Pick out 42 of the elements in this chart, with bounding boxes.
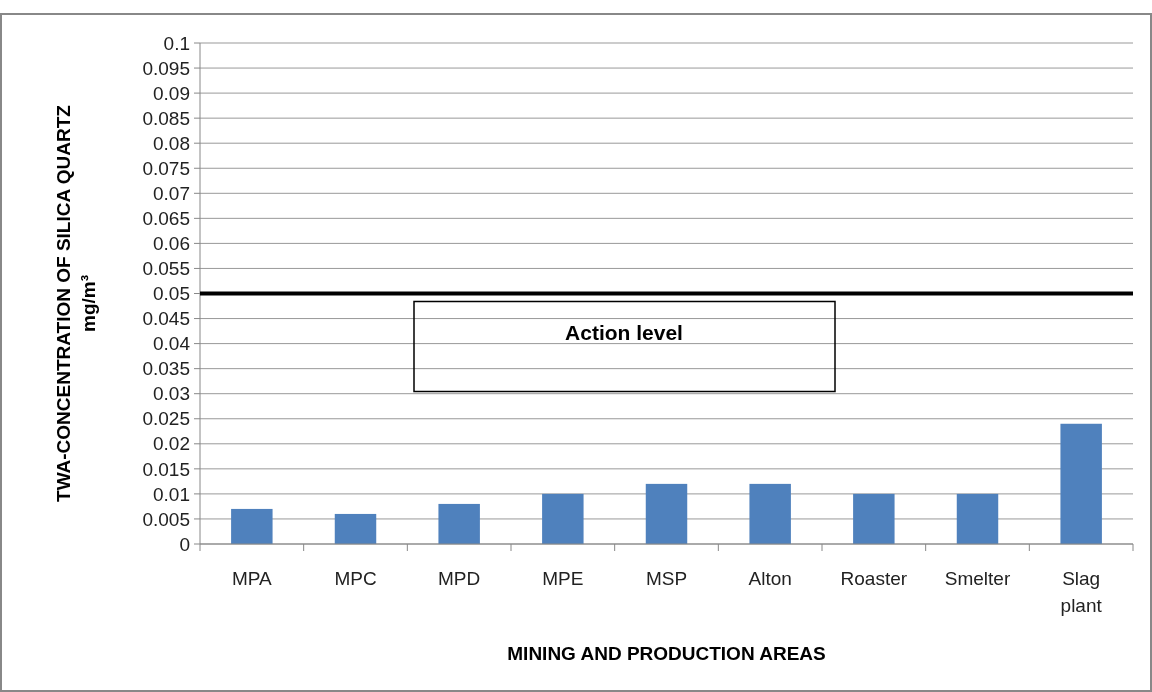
- y-tick-label: 0.05: [153, 283, 190, 305]
- y-tick-label: 0.08: [153, 132, 190, 154]
- y-tick-label: 0.07: [153, 182, 190, 204]
- x-tick-label: MPA: [231, 568, 273, 589]
- y-tick-label: 0.06: [153, 233, 190, 255]
- y-tick-label: 0.09: [153, 82, 190, 104]
- y-tick-label: 0: [179, 533, 190, 555]
- x-tick-label: Smelter: [944, 568, 1011, 589]
- y-tick-label: 0.055: [142, 258, 190, 280]
- y-tick-label: 0.015: [142, 458, 190, 480]
- y-tick-label: 0.1: [163, 32, 190, 54]
- x-tick-label: MPC: [334, 568, 377, 589]
- y-tick-label: 0.04: [153, 333, 191, 355]
- y-tick-label: 0.075: [142, 157, 190, 179]
- bar: [749, 483, 791, 544]
- y-tick-label: 0.035: [142, 358, 190, 380]
- bar: [438, 503, 480, 544]
- ref-line-label: Action level: [565, 320, 683, 344]
- bar: [231, 508, 273, 544]
- x-tick-label: Slag plant: [1060, 568, 1103, 616]
- y-axis-title: TWA-CONCENTRATION OF SILICA QUARTZ mg/m³: [53, 104, 99, 502]
- y-tick-label: 0.045: [142, 308, 190, 330]
- bar: [334, 513, 377, 544]
- bar: [1060, 423, 1102, 544]
- y-tick-label: 0.005: [142, 508, 190, 530]
- x-tick-label: Roaster: [840, 568, 908, 589]
- x-tick-label: Alton: [748, 568, 792, 589]
- bar: [853, 493, 895, 544]
- y-tick-label: 0.065: [142, 208, 190, 229]
- y-tick-label: 0.03: [153, 383, 190, 405]
- x-tick-label: MSP: [645, 568, 688, 589]
- bar: [542, 493, 584, 544]
- x-axis-title: MINING AND PRODUCTION AREAS: [507, 643, 826, 664]
- y-tick-label: 0.095: [142, 57, 190, 79]
- x-tick-label: MPD: [438, 568, 481, 589]
- bar: [956, 493, 999, 544]
- bar: [645, 483, 688, 544]
- y-tick-label: 0.02: [153, 433, 190, 455]
- x-tick-label: MPE: [542, 568, 584, 589]
- y-tick-label: 0.085: [142, 107, 190, 129]
- y-tick-label: 0.025: [142, 408, 190, 430]
- y-tick-label: 0.01: [153, 483, 190, 505]
